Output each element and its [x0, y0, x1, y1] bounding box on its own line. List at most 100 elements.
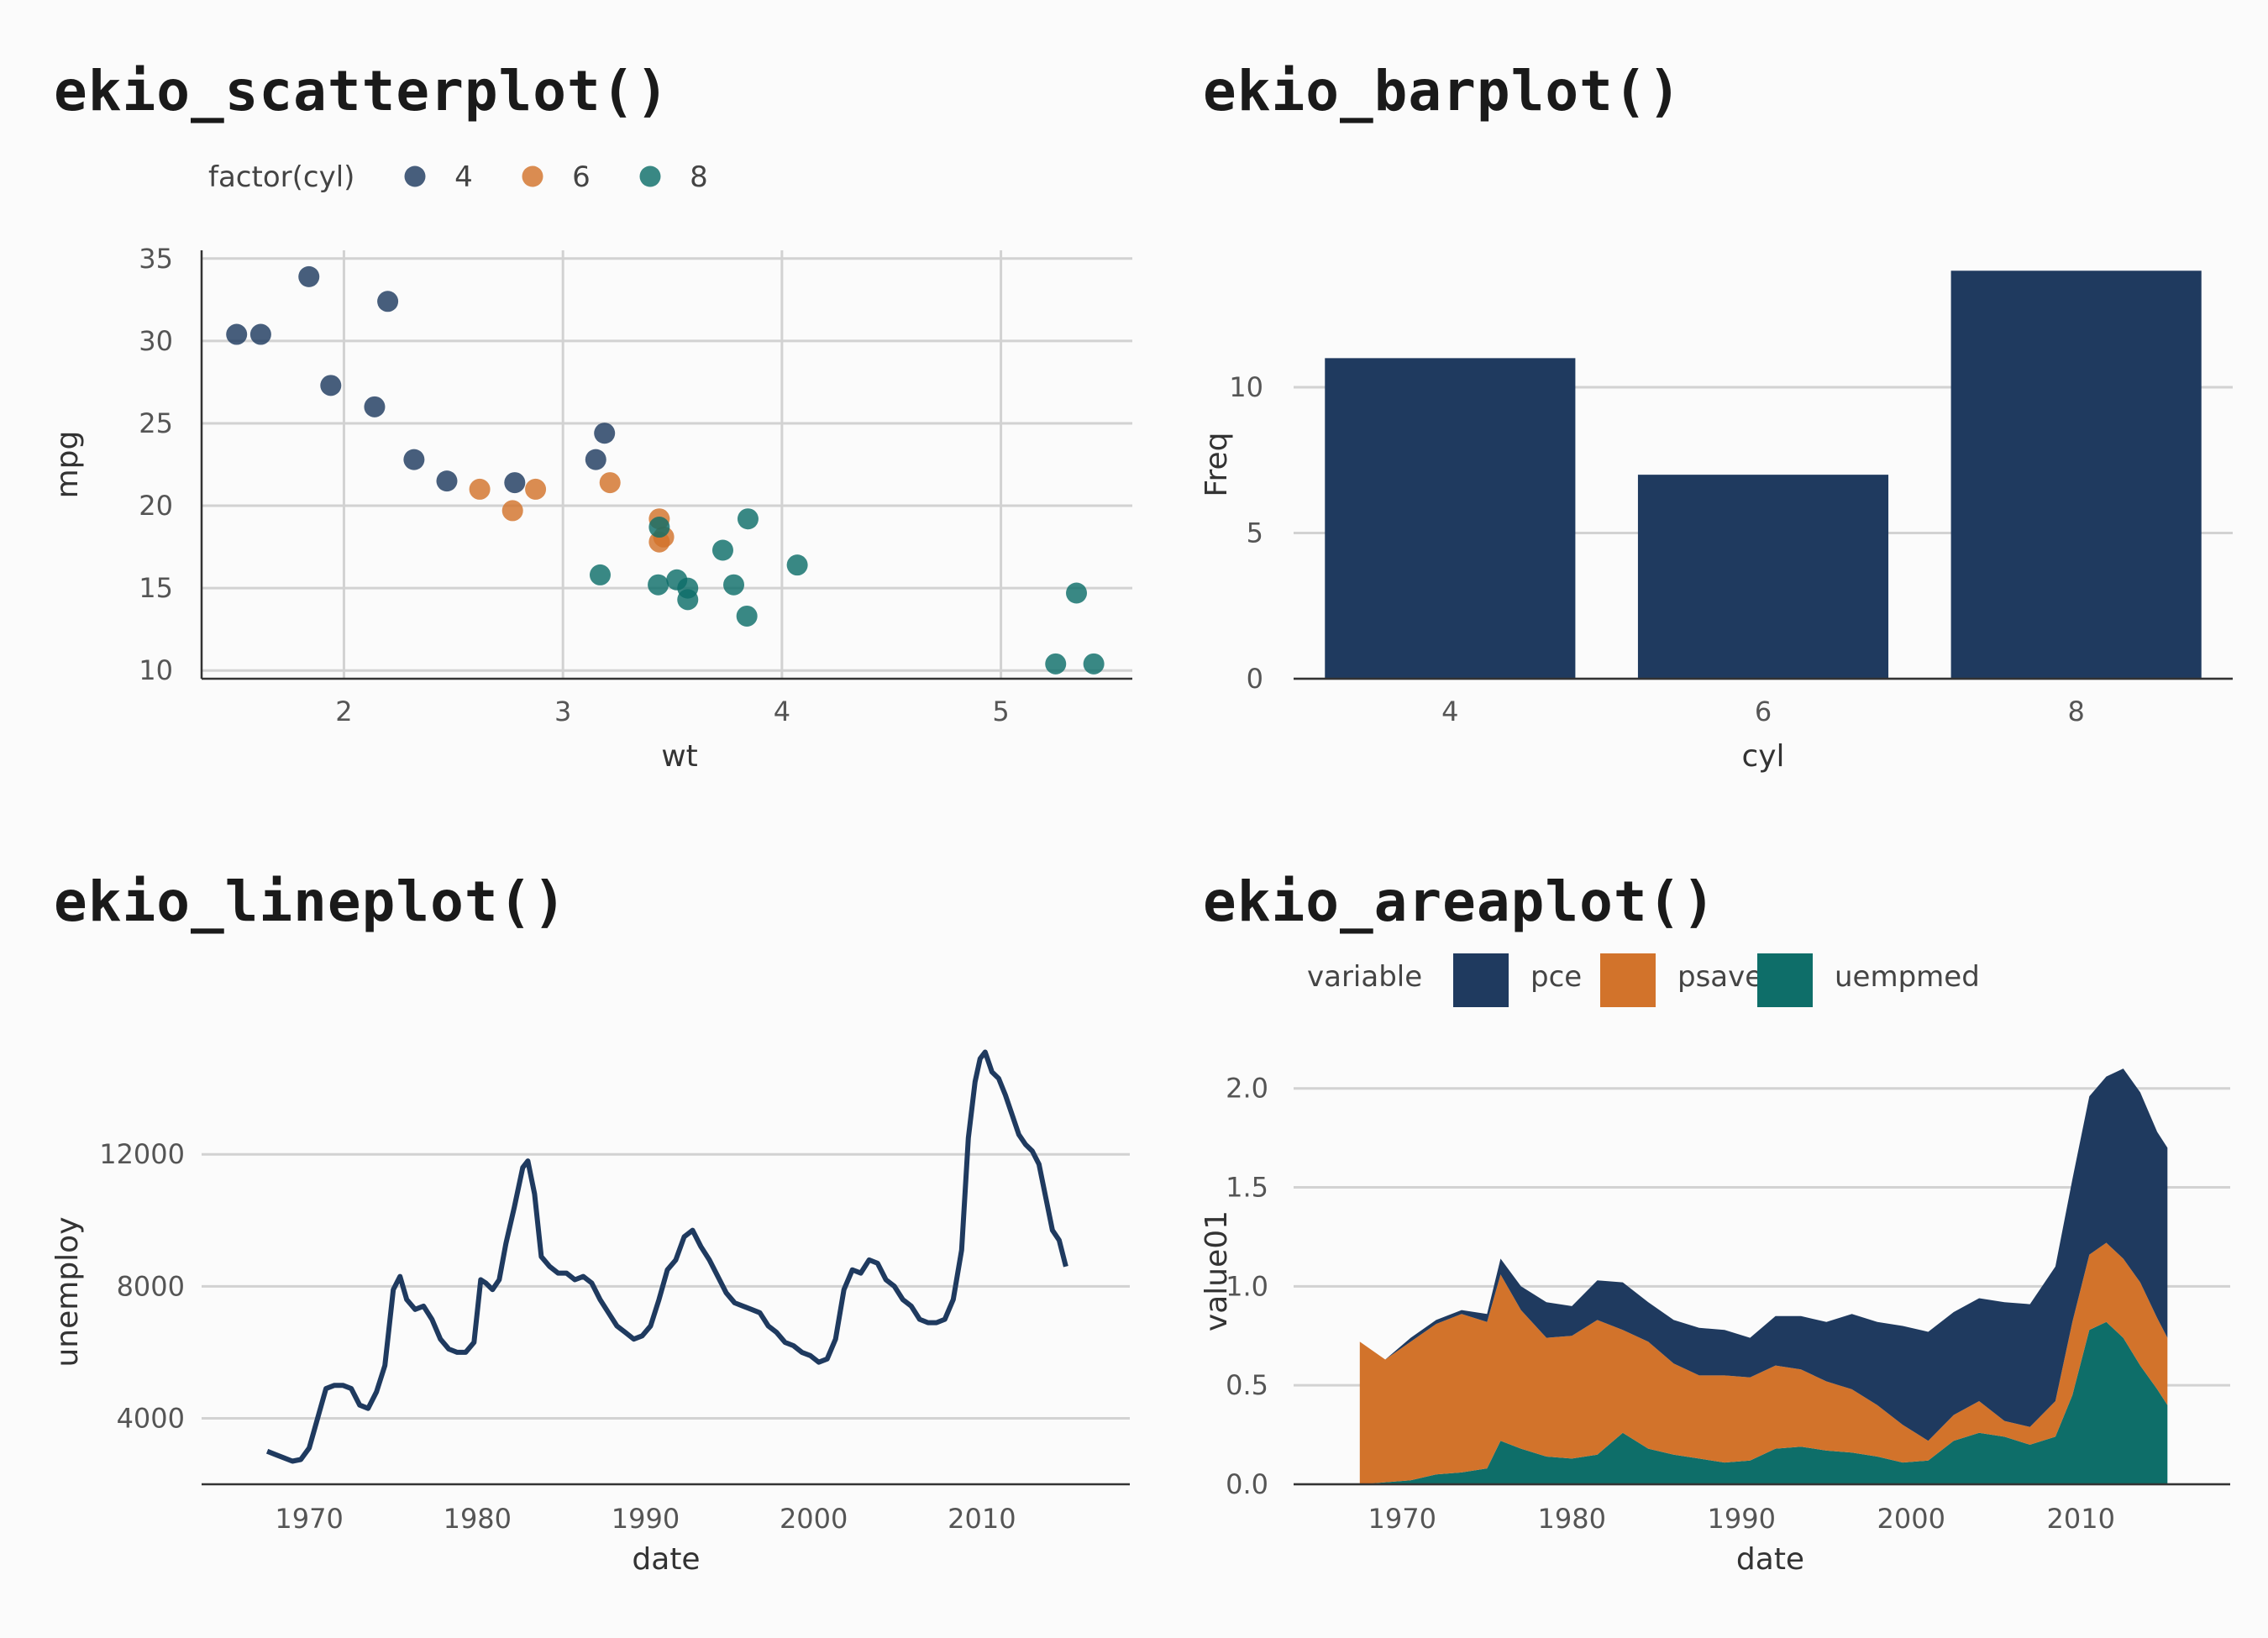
- x-tick-label: 1980: [1538, 1503, 1606, 1535]
- data-point: [226, 323, 248, 345]
- data-point: [599, 472, 621, 494]
- data-point: [1045, 653, 1067, 675]
- data-point: [504, 472, 526, 494]
- x-tick-label: 2000: [780, 1503, 848, 1535]
- y-axis-label: Freq: [1200, 432, 1234, 496]
- legend-label: uempmed: [1835, 960, 1980, 994]
- bar-panel: ekio_barplot() 4 6 8 0 5 10 cyl Freq: [1134, 0, 2268, 819]
- y-tick-label: 25: [139, 407, 173, 439]
- data-point: [723, 574, 745, 596]
- series-line: [265, 1049, 1068, 1464]
- data-point: [298, 265, 320, 287]
- y-tick-label: 15: [139, 572, 173, 604]
- x-tick-label: 1970: [275, 1503, 343, 1535]
- x-axis-label: date: [1736, 1542, 1804, 1577]
- x-tick-label: 1990: [612, 1503, 680, 1535]
- scatter-title: ekio_scatterplot(): [54, 59, 670, 123]
- bar: [1637, 475, 1889, 679]
- data-point: [585, 449, 606, 470]
- y-tick-label: 0: [1247, 663, 1263, 695]
- line-chart: 1970 1980 1990 2000 2010 4000 8000 12000 date une…: [50, 1049, 1130, 1577]
- y-tick-label: 20: [139, 490, 173, 522]
- legend-title: variable: [1307, 960, 1422, 994]
- area-chart: 1970 1980 1990 2000 2010 0.0 0.5 1.0 1.5 2.0 date v…: [1200, 953, 2230, 1577]
- data-point: [249, 323, 271, 345]
- data-point: [501, 500, 523, 522]
- y-tick-label: 0.5: [1226, 1369, 1268, 1401]
- y-tick-label: 8000: [117, 1270, 185, 1302]
- x-tick-label: 3: [554, 696, 571, 727]
- y-tick-label: 35: [139, 243, 173, 275]
- scatter-chart: 2 3 4 5 10 15 20 25 30 35 wt mpg factor(cyl) 4 6 8: [50, 160, 1132, 774]
- y-tick-label: 4000: [117, 1402, 185, 1434]
- x-tick-label: 2010: [2047, 1503, 2115, 1535]
- y-tick-label: 1.0: [1226, 1270, 1268, 1302]
- x-tick-label: 6: [1755, 696, 1772, 727]
- data-point: [736, 605, 758, 627]
- legend-title: factor(cyl): [208, 160, 354, 194]
- x-tick-label: 4: [774, 696, 790, 727]
- data-point: [677, 577, 699, 599]
- legend-label: 6: [572, 160, 591, 194]
- y-axis-label: value01: [1200, 1210, 1234, 1331]
- y-axis-label: unemploy: [50, 1216, 85, 1367]
- legend-key: [1600, 953, 1656, 1007]
- data-point: [711, 539, 733, 561]
- data-point: [525, 478, 547, 500]
- line-title: ekio_lineplot(): [54, 869, 568, 934]
- data-point: [364, 396, 386, 417]
- legend-key: [1453, 953, 1509, 1007]
- x-tick-label: 4: [1441, 696, 1458, 727]
- legend-label: pce: [1530, 960, 1582, 994]
- data-point: [594, 423, 616, 444]
- y-tick-label: 30: [139, 325, 173, 357]
- y-tick-label: 1.5: [1226, 1172, 1268, 1204]
- x-tick-label: 2000: [1877, 1503, 1945, 1535]
- bar: [1950, 270, 2202, 679]
- data-point: [436, 470, 458, 492]
- legend-label: 8: [690, 160, 708, 194]
- x-tick-label: 8: [2067, 696, 2084, 727]
- bar-title: ekio_barplot(): [1203, 59, 1683, 123]
- scatter-panel: ekio_scatterplot() 2 3 4 5 10 15 20 25 30 35 wt mpg…: [0, 0, 1134, 819]
- y-axis-label: mpg: [50, 431, 85, 499]
- x-tick-label: 5: [992, 696, 1009, 727]
- area-panel: ekio_areaplot() 1970 1980 1990 2000 2010 0.0 0…: [1134, 819, 2268, 1638]
- legend-key: [522, 165, 543, 187]
- x-axis-label: wt: [661, 739, 698, 774]
- data-point: [377, 291, 399, 312]
- y-tick-label: 5: [1247, 517, 1263, 549]
- bar: [1325, 358, 1576, 679]
- x-tick-label: 2: [335, 696, 352, 727]
- legend-label: 4: [454, 160, 473, 194]
- bar-chart: 4 6 8 0 5 10 cyl Freq: [1200, 270, 2233, 774]
- data-point: [403, 449, 425, 470]
- y-tick-label: 2.0: [1226, 1073, 1268, 1105]
- data-point: [737, 508, 759, 530]
- area-layer: [1359, 1242, 2168, 1484]
- data-point: [1066, 582, 1088, 604]
- y-tick-label: 12000: [99, 1138, 185, 1170]
- area-layer: [1359, 1321, 2168, 1484]
- data-point: [1083, 653, 1105, 675]
- data-point: [589, 564, 611, 585]
- x-tick-label: 1990: [1708, 1503, 1776, 1535]
- data-point: [648, 574, 669, 596]
- data-point: [648, 517, 670, 538]
- legend-key: [404, 165, 426, 187]
- y-tick-label: 10: [139, 654, 173, 686]
- data-point: [786, 554, 808, 576]
- y-tick-label: 10: [1229, 371, 1263, 403]
- data-point: [320, 375, 342, 396]
- legend-key: [1757, 953, 1813, 1007]
- area-title: ekio_areaplot(): [1203, 869, 1717, 934]
- area-layer: [1359, 1068, 2168, 1441]
- x-axis-label: cyl: [1741, 739, 1784, 774]
- x-tick-label: 1980: [444, 1503, 512, 1535]
- x-tick-label: 2010: [948, 1503, 1016, 1535]
- line-panel: ekio_lineplot() 1970 1980 1990 2000 2010 4000…: [0, 819, 1134, 1638]
- x-tick-label: 1970: [1368, 1503, 1436, 1535]
- y-tick-label: 0.0: [1226, 1468, 1268, 1500]
- x-axis-label: date: [632, 1542, 700, 1577]
- legend-key: [639, 165, 661, 187]
